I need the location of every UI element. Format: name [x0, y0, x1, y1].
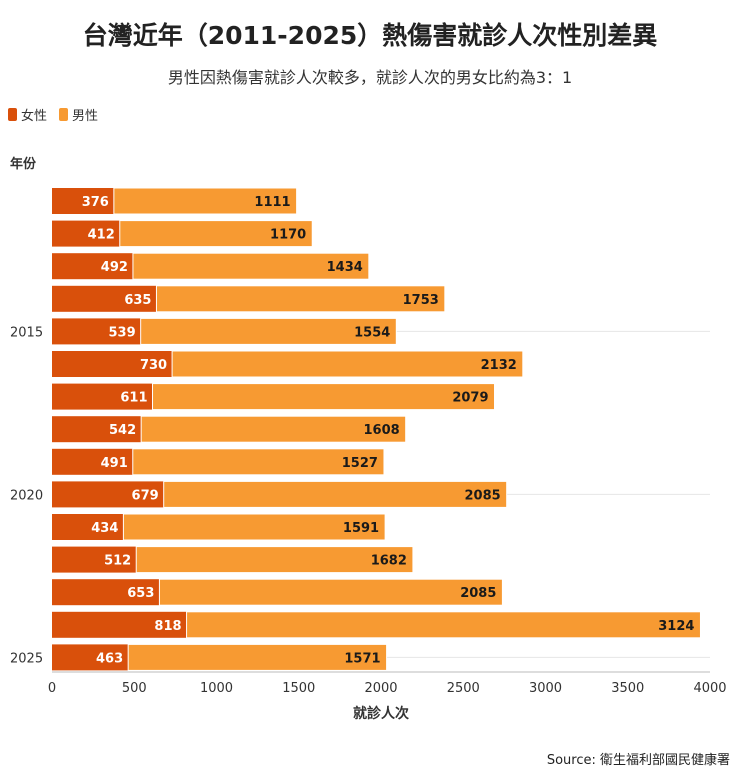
data-label-male-2011: 1111	[254, 195, 290, 210]
source-note: Source: 衛生福利部國民健康署	[546, 753, 730, 768]
x-tick-label: 1500	[282, 681, 315, 696]
bar-male-2016	[171, 350, 524, 378]
data-label-male-2017: 2079	[452, 391, 488, 406]
legend-item-female: 女性	[8, 105, 47, 124]
x-tick-label: 3500	[611, 681, 644, 696]
data-label-male-2024: 3124	[658, 619, 694, 634]
bar-female-2016	[52, 351, 173, 377]
bar-male-2012	[119, 220, 313, 248]
y-tick-label: 2015	[10, 325, 43, 340]
legend-label-male: 男性	[72, 109, 99, 124]
data-label-male-2022: 1682	[371, 554, 407, 569]
data-label-female-2021: 434	[91, 521, 118, 536]
bar-female-2023	[52, 579, 160, 606]
bar-female-2019	[52, 448, 133, 475]
data-label-female-2025: 463	[96, 651, 123, 666]
data-label-female-2024: 818	[154, 619, 181, 634]
bar-male-2021	[122, 513, 386, 541]
data-label-female-2014: 635	[124, 293, 151, 308]
data-label-male-2025: 1571	[344, 651, 380, 666]
bar-female-2024	[52, 611, 187, 638]
data-label-female-2011: 376	[82, 195, 109, 210]
bar-female-2018	[52, 416, 142, 443]
bar-female-2020	[52, 481, 164, 508]
chart-subtitle: 男性因熱傷害就診人次較多，就診人次的男女比約為3：1	[167, 68, 573, 87]
data-label-male-2023: 2085	[460, 586, 496, 601]
legend-item-male: 男性	[59, 105, 98, 124]
data-label-male-2014: 1753	[403, 293, 439, 308]
bar-male-2011	[113, 187, 298, 215]
bar-female-2012	[52, 220, 120, 247]
y-tick-label: 2025	[10, 651, 43, 666]
data-label-male-2019: 1527	[342, 456, 378, 471]
bar-male-2018	[140, 415, 407, 443]
bar-female-2015	[52, 318, 141, 345]
data-label-male-2020: 2085	[464, 488, 500, 503]
bar-female-2025	[52, 644, 129, 671]
x-tick-label: 2000	[364, 681, 397, 696]
x-tick-label: 2500	[447, 681, 480, 696]
bar-female-2013	[52, 253, 133, 280]
data-label-female-2022: 512	[104, 554, 131, 569]
legend-swatch-male	[59, 108, 69, 121]
data-label-male-2012: 1170	[270, 228, 306, 243]
y-axis-title: 年份	[10, 156, 37, 172]
bar-male-2017	[152, 383, 496, 411]
bar-female-2014	[52, 285, 157, 312]
data-label-male-2015: 1554	[354, 325, 390, 340]
legend: 女性 男性	[8, 105, 98, 124]
data-label-female-2016: 730	[140, 358, 167, 373]
data-label-female-2023: 653	[127, 586, 154, 601]
chart-title: 台灣近年（2011-2025）熱傷害就診人次性別差異	[82, 21, 658, 50]
x-axis-title: 就診人次	[353, 705, 409, 722]
y-tick-label: 2020	[10, 488, 43, 503]
data-label-female-2017: 611	[120, 391, 147, 406]
bar-male-2025	[127, 643, 388, 671]
bar-female-2011	[52, 188, 114, 214]
data-label-male-2016: 2132	[481, 358, 517, 373]
x-tick-label: 3000	[529, 681, 562, 696]
x-tick-label: 1000	[200, 681, 233, 696]
bar-male-2022	[135, 546, 414, 574]
bar-male-2024	[186, 611, 701, 639]
x-tick-label: 4000	[693, 681, 726, 696]
bar-female-2022	[52, 546, 137, 573]
legend-label-female: 女性	[21, 109, 48, 124]
data-label-female-2019: 491	[101, 456, 128, 471]
data-label-male-2021: 1591	[343, 521, 379, 536]
x-tick-label: 500	[122, 681, 147, 696]
data-label-female-2015: 539	[109, 325, 136, 340]
data-label-male-2018: 1608	[363, 423, 399, 438]
data-label-female-2013: 492	[101, 260, 128, 275]
bar-male-2015	[140, 317, 397, 345]
bar-male-2020	[163, 480, 508, 508]
data-label-female-2012: 412	[88, 228, 115, 243]
bar-male-2019	[132, 448, 385, 476]
bar-male-2013	[132, 252, 370, 280]
bar-female-2017	[52, 383, 153, 410]
bar-male-2014	[155, 285, 446, 313]
bar-female-2021	[52, 514, 124, 540]
bar-male-2023	[158, 578, 503, 606]
data-label-female-2020: 679	[132, 488, 159, 503]
data-label-male-2013: 1434	[327, 260, 363, 275]
data-label-female-2018: 542	[109, 423, 136, 438]
legend-swatch-female	[8, 108, 17, 121]
x-tick-label: 0	[48, 681, 56, 696]
